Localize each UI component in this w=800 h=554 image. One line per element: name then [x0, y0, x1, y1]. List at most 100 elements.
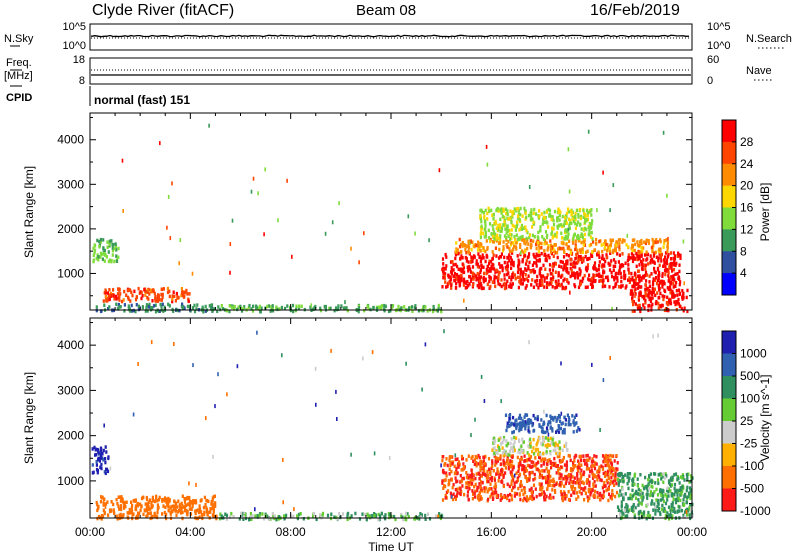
data-cell [558, 476, 561, 481]
data-cell [667, 308, 670, 313]
data-cell [511, 282, 514, 286]
data-cell [655, 255, 658, 259]
data-cell [632, 253, 635, 258]
data-cell [505, 238, 508, 242]
x-tick-label: 04:00 [175, 525, 205, 539]
data-cell [606, 481, 609, 485]
data-cell [329, 306, 332, 311]
data-cell [548, 420, 552, 424]
data-cell [518, 413, 522, 418]
data-cell [165, 497, 168, 501]
data-cell [502, 475, 505, 479]
data-cell [655, 300, 658, 304]
data-cell [455, 276, 458, 280]
data-cell [319, 513, 322, 517]
data-cell [449, 491, 452, 496]
data-cell [659, 239, 662, 244]
data-cell [670, 264, 673, 268]
data-cell [532, 496, 535, 501]
data-cell [528, 233, 532, 237]
data-cell [479, 235, 482, 240]
data-cell [570, 493, 573, 498]
data-cell [533, 235, 536, 239]
data-speckle [282, 500, 284, 505]
data-cell [672, 267, 676, 272]
data-cell [573, 459, 576, 463]
data-cell [495, 490, 498, 495]
data-cell [510, 219, 513, 223]
data-cell [496, 459, 499, 463]
data-cell [454, 262, 457, 267]
data-cell [476, 248, 480, 252]
data-cell [158, 309, 161, 313]
data-cell [454, 286, 457, 290]
data-cell [160, 292, 163, 297]
data-cell [479, 463, 482, 467]
data-cell [459, 242, 463, 247]
data-cell [545, 210, 549, 214]
data-cell [171, 509, 174, 514]
data-cell [568, 473, 571, 477]
data-cell [620, 493, 623, 497]
data-cell [662, 264, 665, 268]
data-cell [468, 264, 471, 269]
data-cell [658, 506, 661, 511]
data-cell [573, 283, 576, 287]
data-cell [261, 512, 264, 516]
data-cell [513, 491, 517, 496]
data-cell [523, 277, 526, 282]
data-cell [620, 279, 623, 284]
data-cell [550, 416, 553, 421]
data-cell [156, 499, 159, 503]
data-cell [630, 246, 633, 251]
data-cell [503, 255, 506, 260]
data-cell [538, 246, 541, 250]
data-cell [96, 238, 99, 243]
data-cell [490, 487, 493, 491]
data-cell [492, 469, 495, 473]
data-cell [418, 517, 421, 521]
data-cell [547, 244, 550, 248]
data-cell [631, 483, 634, 487]
data-cell [113, 297, 116, 301]
nsky-label: N.Sky [4, 33, 34, 45]
data-cell [622, 492, 625, 497]
data-cell [466, 494, 469, 498]
data-cell [560, 260, 563, 264]
data-speckle [587, 129, 590, 134]
data-cell [217, 305, 220, 309]
data-cell [570, 484, 573, 489]
data-cell [454, 497, 457, 501]
data-cell [671, 295, 674, 299]
data-cell [506, 209, 509, 213]
data-cell [149, 507, 152, 511]
data-cell [565, 278, 569, 282]
data-cell [123, 506, 126, 510]
data-cell [551, 285, 554, 289]
data-cell [420, 513, 423, 517]
data-cell [561, 260, 564, 265]
data-cell [475, 472, 478, 476]
data-cell [275, 305, 278, 309]
data-cell [674, 497, 677, 502]
data-cell [506, 245, 509, 249]
data-cell [184, 496, 187, 501]
data-cell [493, 446, 496, 450]
colorbar-tick-label: 1000 [740, 347, 767, 361]
data-cell [278, 307, 281, 311]
data-cell [521, 467, 524, 472]
data-cell [202, 310, 205, 314]
data-cell [513, 494, 516, 498]
data-cell [587, 487, 590, 492]
data-cell [449, 463, 452, 467]
data-cell [291, 303, 295, 308]
data-cell [652, 277, 655, 281]
data-cell [340, 304, 343, 308]
data-cell [536, 253, 539, 258]
data-cell [553, 233, 557, 237]
data-cell [682, 513, 685, 518]
data-speckle [599, 428, 601, 432]
data-cell [677, 496, 680, 501]
data-cell [183, 508, 187, 513]
